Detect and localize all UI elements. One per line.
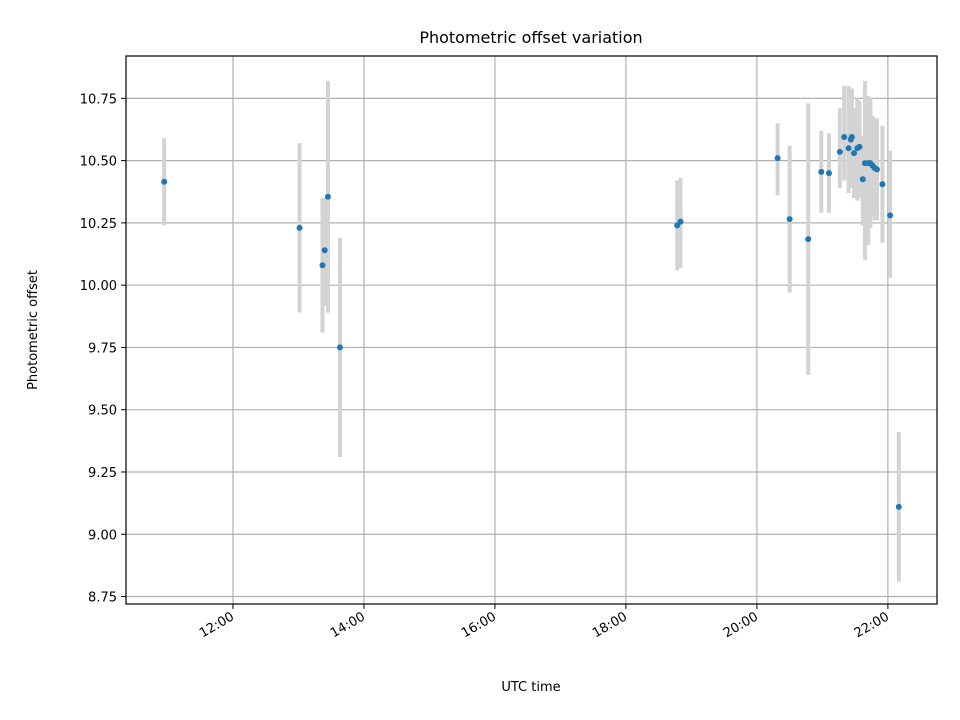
data-point (856, 143, 863, 150)
data-point (836, 148, 843, 155)
y-tick-label: 10.25 (80, 217, 117, 232)
chart-title: Photometric offset variation (419, 28, 642, 47)
data-point (774, 155, 781, 162)
data-point (887, 212, 894, 219)
data-point (873, 166, 880, 173)
data-point (805, 236, 812, 243)
y-tick-label: 10.50 (80, 155, 117, 170)
data-point (818, 168, 825, 175)
data-point (848, 133, 855, 140)
data-point (321, 247, 328, 254)
data-point (851, 150, 858, 157)
point-layer (161, 133, 902, 510)
y-axis-ticks: 8.75 9.00 9.25 9.50 9.75 10.00 10.25 10.50 10.75 (80, 92, 126, 606)
x-axis-label: UTC time (501, 680, 560, 695)
y-tick-label: 9.00 (88, 528, 117, 543)
y-tick-label: 9.75 (88, 341, 117, 356)
y-tick-label: 9.50 (88, 404, 117, 419)
y-tick-label: 10.75 (80, 92, 117, 107)
data-point (845, 145, 852, 152)
data-point (677, 218, 684, 225)
data-point (841, 133, 848, 140)
data-point (879, 181, 886, 188)
plot-area-frame (125, 55, 938, 605)
data-point (319, 262, 326, 269)
y-axis-label: Photometric offset (26, 270, 41, 390)
data-point (324, 193, 331, 200)
data-point (336, 344, 343, 351)
data-point (786, 216, 793, 223)
y-tick-label: 9.25 (88, 466, 117, 481)
data-point (825, 170, 832, 177)
data-point (895, 503, 902, 510)
y-tick-label: 8.75 (88, 591, 117, 606)
grid-layer (126, 56, 937, 604)
data-point (859, 176, 866, 183)
data-point (296, 224, 303, 231)
y-tick-label: 10.00 (80, 279, 117, 294)
data-point (161, 178, 168, 185)
